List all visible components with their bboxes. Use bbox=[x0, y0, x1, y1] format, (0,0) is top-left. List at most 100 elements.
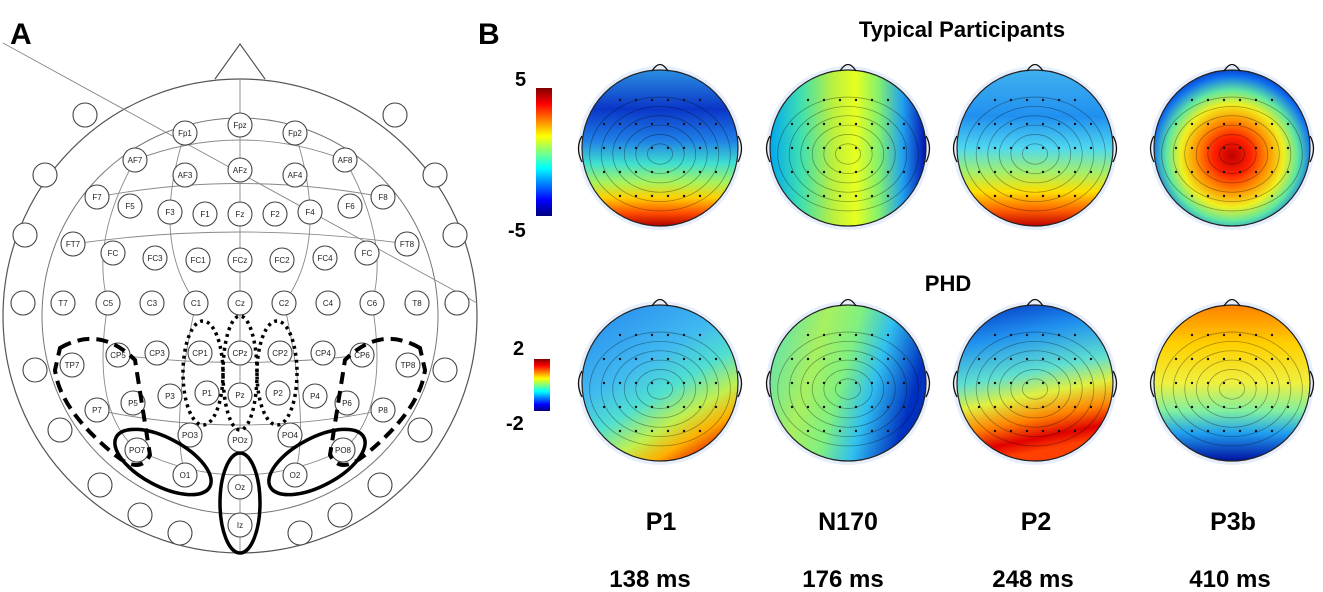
electrode-fc: FC bbox=[354, 240, 380, 266]
electrode-c2: C2 bbox=[271, 290, 297, 316]
component-label: P2 bbox=[1021, 508, 1052, 536]
electrode-tp7: TP7 bbox=[59, 352, 85, 378]
svg-text:FT7: FT7 bbox=[66, 240, 81, 249]
electrode-c6: C6 bbox=[359, 290, 385, 316]
svg-text:O2: O2 bbox=[290, 471, 301, 480]
svg-text:F3: F3 bbox=[165, 208, 175, 217]
svg-text:AF7: AF7 bbox=[128, 156, 143, 165]
topomap-grid bbox=[577, 63, 1315, 465]
component-label: P1 bbox=[646, 508, 677, 536]
svg-text:Fp1: Fp1 bbox=[178, 129, 192, 138]
electrode-fp2: Fp2 bbox=[282, 120, 308, 146]
component-label: P3b bbox=[1210, 508, 1256, 536]
outer-electrode bbox=[127, 502, 153, 528]
electrode-iz: Iz bbox=[227, 512, 253, 538]
svg-text:P4: P4 bbox=[310, 392, 320, 401]
svg-text:P1: P1 bbox=[202, 389, 212, 398]
electrode-cpz: CPz bbox=[227, 340, 253, 366]
svg-text:FCz: FCz bbox=[233, 256, 248, 265]
outer-electrode bbox=[167, 520, 193, 546]
topomap-n170-phd bbox=[765, 298, 931, 465]
svg-text:C2: C2 bbox=[279, 299, 290, 308]
svg-text:P3: P3 bbox=[165, 392, 175, 401]
electrode-af4: AF4 bbox=[282, 162, 308, 188]
svg-text:FC: FC bbox=[362, 249, 373, 258]
roi-right-dashed bbox=[327, 336, 428, 467]
electrode-poz: POz bbox=[227, 427, 253, 453]
svg-text:PO3: PO3 bbox=[182, 431, 199, 440]
svg-text:Pz: Pz bbox=[235, 391, 244, 400]
svg-text:F7: F7 bbox=[92, 193, 102, 202]
electrode-p1: P1 bbox=[194, 380, 220, 406]
roi-left-dashed bbox=[52, 336, 153, 467]
electrode-o1: O1 bbox=[172, 462, 198, 488]
svg-text:C6: C6 bbox=[367, 299, 378, 308]
svg-text:CP4: CP4 bbox=[315, 349, 331, 358]
electrode-oz: Oz bbox=[227, 474, 253, 500]
svg-text:AF8: AF8 bbox=[338, 156, 353, 165]
electrode-f1: F1 bbox=[192, 201, 218, 227]
svg-text:FT8: FT8 bbox=[400, 240, 415, 249]
roi-left-occipital bbox=[113, 427, 213, 497]
colorbar-phd-min: -2 bbox=[506, 413, 524, 435]
electrode-fc1: FC1 bbox=[185, 247, 211, 273]
svg-text:F4: F4 bbox=[305, 208, 315, 217]
electrode-p3: P3 bbox=[157, 383, 183, 409]
electrode-cp2: CP2 bbox=[267, 340, 293, 366]
electrode-p2: P2 bbox=[265, 380, 291, 406]
topomap-n170-typical bbox=[765, 63, 931, 230]
electrode-f5: F5 bbox=[117, 193, 143, 219]
electrode-po3: PO3 bbox=[177, 422, 203, 448]
electrode-fp1: Fp1 bbox=[172, 120, 198, 146]
svg-text:CP5: CP5 bbox=[110, 351, 126, 360]
electrode-po8: PO8 bbox=[330, 437, 356, 463]
colorbar-phd-bar bbox=[534, 359, 550, 411]
svg-text:CP6: CP6 bbox=[354, 351, 370, 360]
outer-electrode bbox=[12, 222, 38, 248]
electrode-t7: T7 bbox=[50, 290, 76, 316]
electrode-p8: P8 bbox=[370, 397, 396, 423]
roi-midline-occipital bbox=[218, 451, 262, 555]
svg-text:P2: P2 bbox=[273, 389, 283, 398]
svg-text:CPz: CPz bbox=[232, 349, 247, 358]
outer-electrode bbox=[327, 502, 353, 528]
svg-text:Oz: Oz bbox=[235, 483, 245, 492]
electrode-fcz: FCz bbox=[227, 247, 253, 273]
topomap-p2-typical bbox=[952, 63, 1118, 230]
outer-electrode bbox=[422, 162, 448, 188]
roi-midline-centroparietal bbox=[221, 314, 259, 432]
electrode-ft7: FT7 bbox=[60, 231, 86, 257]
electrode-fc3: FC3 bbox=[142, 245, 168, 271]
group-title-phd: PHD bbox=[925, 271, 971, 296]
electrode-c3: C3 bbox=[139, 290, 165, 316]
electrode-f2: F2 bbox=[262, 201, 288, 227]
component-label: N170 bbox=[818, 508, 878, 536]
electrode-f8: F8 bbox=[370, 184, 396, 210]
svg-text:C1: C1 bbox=[191, 299, 202, 308]
electrode-af7: AF7 bbox=[122, 147, 148, 173]
svg-text:Fpz: Fpz bbox=[233, 121, 246, 130]
colorbar-typical-min: -5 bbox=[508, 220, 526, 242]
electrode-f4: F4 bbox=[297, 199, 323, 225]
topomap-p2-phd bbox=[952, 298, 1118, 465]
svg-text:FC: FC bbox=[108, 249, 119, 258]
roi-right-centroparietal bbox=[255, 319, 299, 427]
outer-electrode bbox=[72, 102, 98, 128]
electrode-po7: PO7 bbox=[124, 437, 150, 463]
svg-text:PO7: PO7 bbox=[129, 446, 146, 455]
electrode-p7: P7 bbox=[84, 397, 110, 423]
svg-text:P6: P6 bbox=[342, 399, 352, 408]
electrode-cz: Cz bbox=[227, 290, 253, 316]
electrode-f7: F7 bbox=[84, 184, 110, 210]
svg-text:FC4: FC4 bbox=[317, 254, 333, 263]
svg-text:PO4: PO4 bbox=[282, 431, 299, 440]
electrode-po4: PO4 bbox=[277, 422, 303, 448]
colorbar-typical-max: 5 bbox=[515, 69, 526, 91]
topomap-p3b-phd bbox=[1149, 298, 1315, 465]
electrode-cp3: CP3 bbox=[144, 340, 170, 366]
svg-text:FC1: FC1 bbox=[190, 256, 206, 265]
svg-text:Iz: Iz bbox=[237, 521, 243, 530]
outer-electrode bbox=[407, 417, 433, 443]
electrode-c4: C4 bbox=[315, 290, 341, 316]
electrode-c5: C5 bbox=[95, 290, 121, 316]
